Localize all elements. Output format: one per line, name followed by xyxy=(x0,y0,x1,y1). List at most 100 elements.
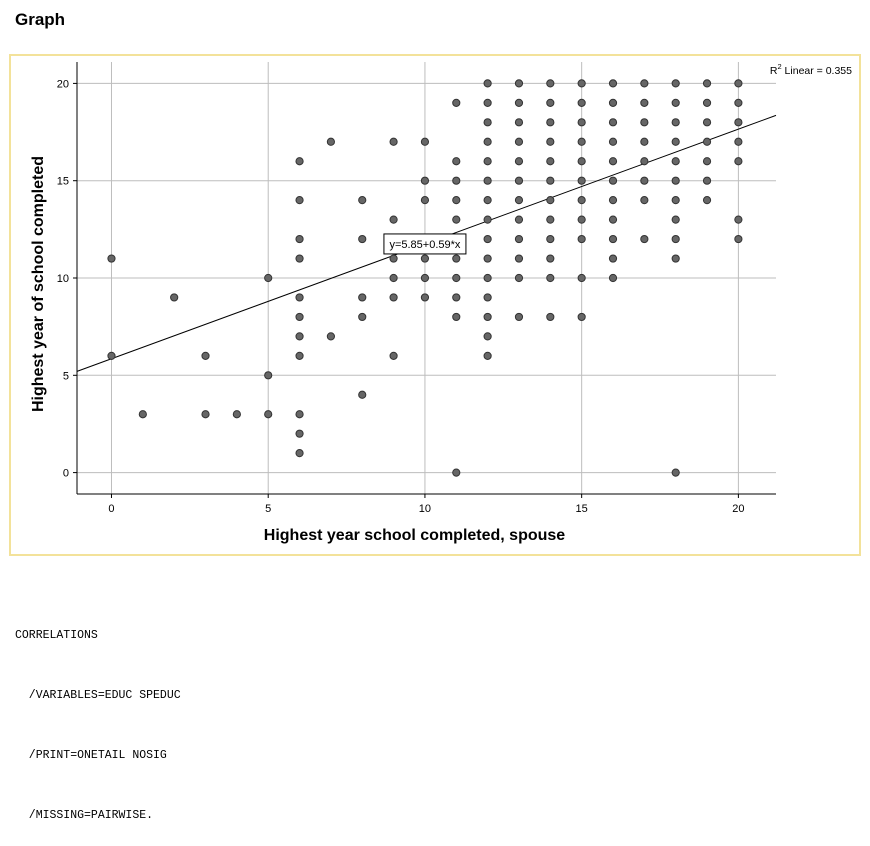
data-point[interactable] xyxy=(514,157,524,166)
data-point[interactable] xyxy=(608,176,618,185)
data-point[interactable] xyxy=(546,137,555,146)
data-point[interactable] xyxy=(420,254,430,263)
data-point[interactable] xyxy=(483,332,492,341)
data-point[interactable] xyxy=(577,215,586,224)
data-point[interactable] xyxy=(483,293,492,302)
data-point[interactable] xyxy=(514,215,524,224)
data-point[interactable] xyxy=(452,468,461,477)
data-point[interactable] xyxy=(608,157,618,166)
data-point[interactable] xyxy=(734,234,743,244)
chart-frame[interactable]: 0 5 10 15 20 0 5 10 15 20 Highest year school comp… xyxy=(9,54,861,556)
data-point[interactable] xyxy=(514,98,524,107)
data-point[interactable] xyxy=(452,312,461,322)
data-point[interactable] xyxy=(358,390,367,399)
data-point[interactable] xyxy=(608,118,618,127)
data-point[interactable] xyxy=(483,312,492,322)
data-point[interactable] xyxy=(577,176,586,185)
data-point[interactable] xyxy=(264,410,273,419)
data-point[interactable] xyxy=(640,137,649,146)
data-point[interactable] xyxy=(577,234,586,244)
data-point[interactable] xyxy=(483,118,492,127)
data-point[interactable] xyxy=(640,196,649,205)
data-point[interactable] xyxy=(514,176,524,185)
data-point[interactable] xyxy=(702,98,712,107)
data-point[interactable] xyxy=(671,137,680,146)
data-point[interactable] xyxy=(483,176,492,185)
data-point[interactable] xyxy=(546,79,555,88)
data-point[interactable] xyxy=(671,234,680,244)
data-point[interactable] xyxy=(640,157,649,166)
data-point[interactable] xyxy=(264,371,273,380)
data-point[interactable] xyxy=(671,176,680,185)
data-point[interactable] xyxy=(514,79,524,88)
data-point[interactable] xyxy=(389,351,398,360)
data-point[interactable] xyxy=(577,79,586,88)
data-point[interactable] xyxy=(483,98,492,107)
data-point[interactable] xyxy=(452,98,461,107)
data-point[interactable] xyxy=(483,351,492,360)
data-point[interactable] xyxy=(671,79,680,88)
data-point[interactable] xyxy=(326,137,335,146)
data-point[interactable] xyxy=(452,273,461,283)
data-point[interactable] xyxy=(295,312,304,322)
data-point[interactable] xyxy=(671,98,680,107)
data-point[interactable] xyxy=(608,98,618,107)
data-point[interactable] xyxy=(514,273,524,283)
data-point[interactable] xyxy=(702,176,712,185)
data-point[interactable] xyxy=(671,215,680,224)
data-point[interactable] xyxy=(671,157,680,166)
data-point[interactable] xyxy=(483,196,492,205)
data-point[interactable] xyxy=(514,196,524,205)
data-point[interactable] xyxy=(577,196,586,205)
data-point[interactable] xyxy=(420,293,430,302)
data-point[interactable] xyxy=(608,254,618,263)
data-point[interactable] xyxy=(264,273,273,283)
data-point[interactable] xyxy=(358,196,367,205)
data-point[interactable] xyxy=(734,79,743,88)
data-point[interactable] xyxy=(452,157,461,166)
data-point[interactable] xyxy=(671,118,680,127)
data-point[interactable] xyxy=(734,215,743,224)
data-point[interactable] xyxy=(389,254,398,263)
data-point[interactable] xyxy=(734,98,743,107)
data-point[interactable] xyxy=(138,410,147,419)
data-point[interactable] xyxy=(640,118,649,127)
data-point[interactable] xyxy=(483,79,492,88)
data-point[interactable] xyxy=(389,215,398,224)
data-point[interactable] xyxy=(452,254,461,263)
data-point[interactable] xyxy=(483,157,492,166)
data-point[interactable] xyxy=(295,293,304,302)
data-point[interactable] xyxy=(389,137,398,146)
data-point[interactable] xyxy=(420,137,430,146)
data-point[interactable] xyxy=(232,410,241,419)
data-point[interactable] xyxy=(671,196,680,205)
data-point[interactable] xyxy=(608,234,618,244)
data-point[interactable] xyxy=(546,273,555,283)
data-point[interactable] xyxy=(514,312,524,322)
data-point[interactable] xyxy=(295,449,304,458)
data-point[interactable] xyxy=(295,332,304,341)
data-point[interactable] xyxy=(201,410,210,419)
data-point[interactable] xyxy=(514,137,524,146)
data-point[interactable] xyxy=(702,137,712,146)
data-point[interactable] xyxy=(640,79,649,88)
data-point[interactable] xyxy=(358,312,367,322)
data-point[interactable] xyxy=(640,234,649,244)
data-point[interactable] xyxy=(514,118,524,127)
data-point[interactable] xyxy=(420,176,430,185)
data-point[interactable] xyxy=(295,157,304,166)
data-point[interactable] xyxy=(358,234,367,244)
data-point[interactable] xyxy=(546,118,555,127)
data-point[interactable] xyxy=(295,254,304,263)
data-point[interactable] xyxy=(608,79,618,88)
data-point[interactable] xyxy=(514,234,524,244)
data-point[interactable] xyxy=(734,118,743,127)
data-point[interactable] xyxy=(546,176,555,185)
data-point[interactable] xyxy=(608,137,618,146)
data-point[interactable] xyxy=(577,157,586,166)
data-point[interactable] xyxy=(483,234,492,244)
data-point[interactable] xyxy=(702,118,712,127)
data-point[interactable] xyxy=(608,273,618,283)
data-point[interactable] xyxy=(452,176,461,185)
data-point[interactable] xyxy=(546,312,555,322)
